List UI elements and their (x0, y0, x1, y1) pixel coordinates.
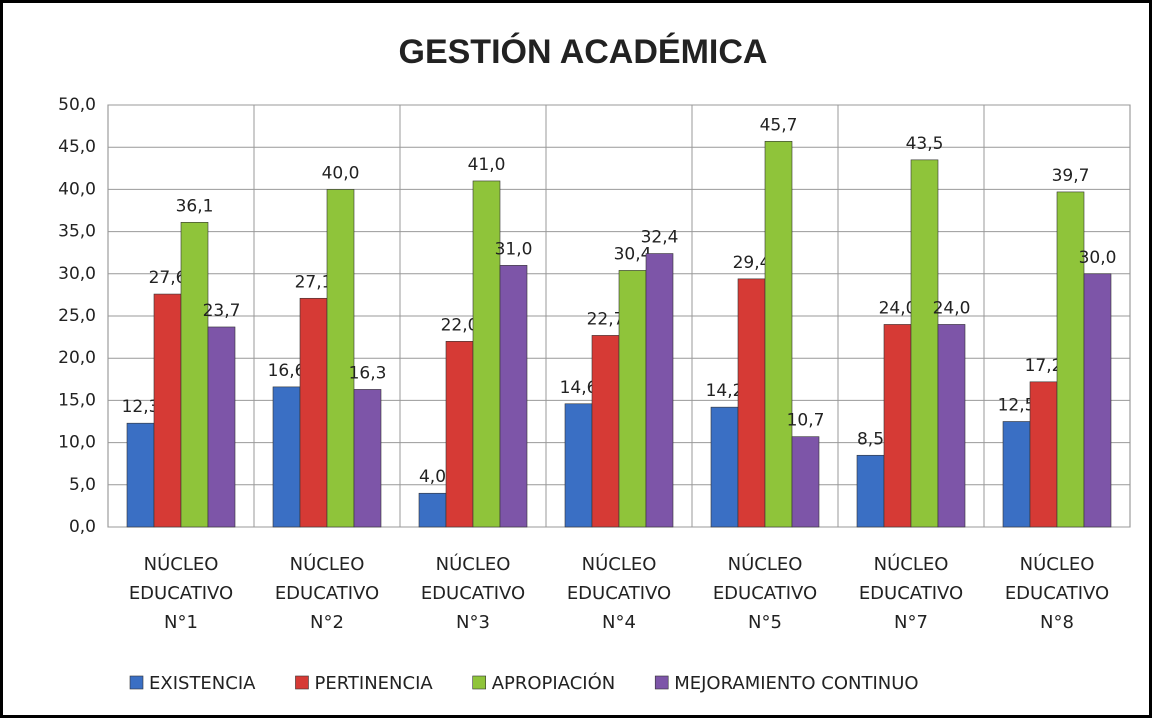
x-tick-label: NÚCLEO EDUCATIVO N°1 (129, 553, 233, 633)
data-label: 16,6 (268, 361, 306, 381)
data-label: 12,5 (998, 396, 1036, 416)
data-label: 17,2 (1025, 356, 1063, 376)
x-tick-label: NÚCLEO EDUCATIVO N°2 (275, 553, 379, 633)
x-tick-label: NÚCLEO EDUCATIVO N°8 (1005, 553, 1109, 633)
data-label: 22,7 (587, 309, 625, 329)
data-label: 43,5 (906, 134, 944, 154)
bar (126, 422, 155, 528)
data-label: 30,4 (614, 244, 652, 264)
bar (710, 406, 739, 528)
bar (1083, 273, 1112, 528)
bar (472, 180, 501, 528)
data-label: 45,7 (760, 115, 798, 135)
bar (564, 403, 593, 528)
bar (645, 253, 674, 528)
data-label: 30,0 (1079, 248, 1117, 268)
bar (326, 189, 355, 528)
bar (1002, 421, 1031, 528)
y-tick-label: 25,0 (58, 306, 96, 326)
data-label: 8,5 (857, 429, 884, 449)
data-label: 22,0 (441, 315, 479, 335)
legend-label: EXISTENCIA (149, 673, 256, 694)
y-tick-label: 35,0 (58, 222, 96, 242)
bar (207, 326, 236, 528)
data-label: 10,7 (787, 411, 825, 431)
y-tick-label: 20,0 (58, 348, 96, 368)
data-label: 24,0 (879, 298, 917, 318)
data-label: 4,0 (419, 467, 446, 487)
data-label: 40,0 (322, 163, 360, 183)
bar (591, 335, 620, 528)
data-label: 41,0 (468, 155, 506, 175)
legend-swatch (295, 675, 309, 690)
bar (1056, 191, 1085, 528)
x-tick-label: NÚCLEO EDUCATIVO N°7 (859, 553, 963, 633)
data-label: 23,7 (203, 301, 241, 321)
legend-label: APROPIACIÓN (492, 672, 616, 694)
bar (883, 324, 912, 528)
bar (299, 297, 328, 528)
data-label: 14,6 (560, 378, 598, 398)
bar (499, 265, 528, 528)
data-label: 39,7 (1052, 166, 1090, 186)
data-label: 29,4 (733, 253, 771, 273)
y-tick-label: 30,0 (58, 264, 96, 284)
bar (618, 270, 647, 528)
bar (737, 278, 766, 528)
bar (910, 159, 939, 528)
data-label: 31,0 (495, 239, 533, 259)
legend-swatch (472, 675, 487, 690)
y-tick-label: 15,0 (58, 390, 96, 410)
bar (1029, 381, 1058, 528)
y-tick-label: 50,0 (58, 95, 96, 115)
bar (353, 389, 382, 528)
y-tick-label: 0,0 (69, 517, 96, 537)
bar (764, 140, 793, 528)
bar (937, 324, 966, 528)
bar (180, 222, 209, 528)
bar (791, 436, 820, 528)
bar (856, 454, 885, 528)
data-label: 16,3 (349, 363, 387, 383)
bar (272, 386, 301, 528)
legend-swatch (129, 675, 144, 690)
y-tick-label: 5,0 (69, 475, 96, 495)
x-tick-label: NÚCLEO EDUCATIVO N°3 (421, 553, 525, 633)
data-label: 24,0 (933, 298, 971, 318)
y-tick-label: 45,0 (58, 137, 96, 157)
y-tick-label: 10,0 (58, 433, 96, 453)
legend-swatch (654, 675, 669, 690)
bar (153, 293, 182, 528)
x-tick-label: NÚCLEO EDUCATIVO N°4 (567, 553, 671, 633)
bar (445, 341, 474, 528)
bar (418, 492, 447, 528)
data-label: 32,4 (641, 228, 679, 248)
chart-title: GESTIÓN ACADÉMICA (399, 33, 768, 71)
legend-label: PERTINENCIA (314, 673, 433, 694)
x-tick-label: NÚCLEO EDUCATIVO N°5 (713, 553, 817, 633)
data-label: 36,1 (176, 196, 214, 216)
y-tick-label: 40,0 (58, 179, 96, 199)
data-label: 12,3 (122, 397, 160, 417)
legend-label: MEJORAMIENTO CONTINUO (674, 673, 918, 694)
data-label: 27,6 (149, 268, 187, 288)
data-label: 14,2 (706, 381, 744, 401)
data-label: 27,1 (295, 272, 333, 292)
